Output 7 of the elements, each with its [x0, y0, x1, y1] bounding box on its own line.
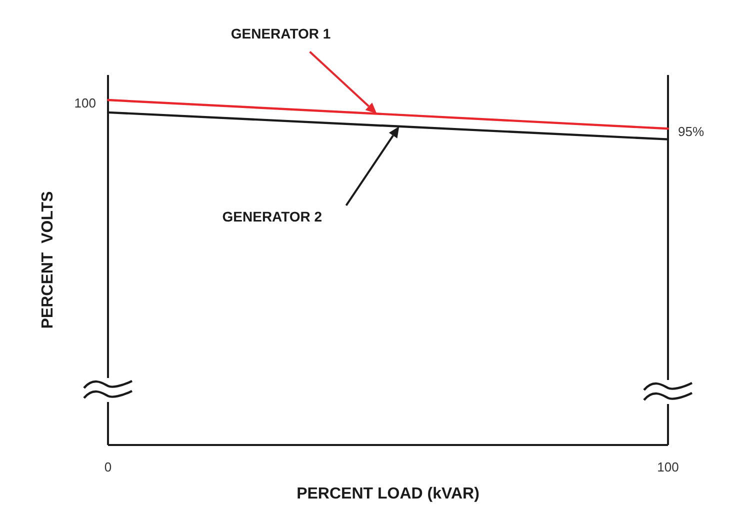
annotation: GENERATOR 2 [222, 208, 322, 224]
x-tick-label: 0 [104, 460, 112, 475]
y-axis-title: PERCENT VOLTS [40, 190, 57, 329]
annotation: 95% [678, 124, 704, 140]
annotation: 100 [74, 96, 96, 111]
x-axis-title: PERCENT LOAD (kVAR) [296, 486, 480, 503]
text: GENERATOR 1 [230, 26, 331, 42]
